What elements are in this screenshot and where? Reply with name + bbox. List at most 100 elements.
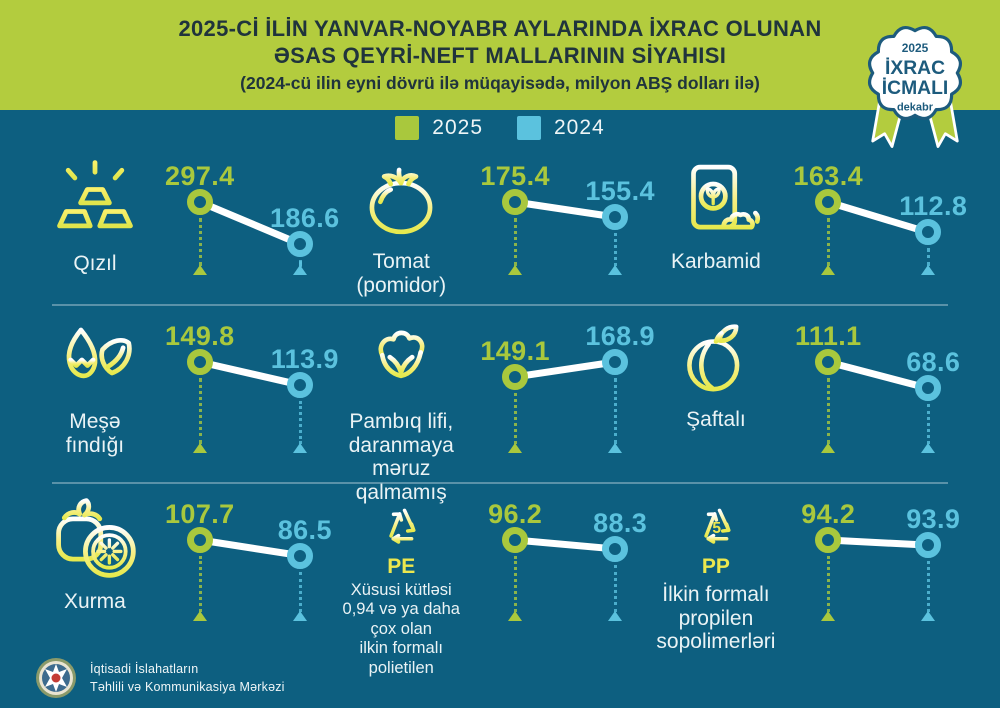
- stem-2025: [827, 556, 831, 612]
- stem-2025: [827, 218, 831, 266]
- stem-2025: [198, 378, 202, 444]
- baseline-marker-2024: [608, 265, 623, 275]
- point-2025: [502, 189, 529, 215]
- point-2025: [186, 527, 213, 553]
- item-label: Karbamid: [670, 250, 761, 273]
- stem-2024: [298, 260, 302, 266]
- svg-text:5: 5: [712, 520, 721, 537]
- value-2025: 175.4: [480, 161, 550, 191]
- stem-2025: [514, 392, 518, 444]
- badge-seal-graphic: 2025 İXRAC İCMALI dekabr: [867, 25, 963, 148]
- baseline-marker-2025: [821, 611, 836, 621]
- stem-2024: [927, 248, 931, 266]
- row-divider: [52, 482, 948, 484]
- badge-title-line2: İCMALI: [882, 76, 948, 99]
- stem-2024: [927, 404, 931, 444]
- stem-2024: [298, 400, 302, 444]
- baseline-marker-2024: [292, 611, 307, 621]
- point-2024: [915, 532, 942, 559]
- baseline-marker-2024: [608, 443, 623, 453]
- item-chart: 96.2 88.3: [477, 484, 647, 650]
- value-2024: 93.9: [906, 504, 961, 535]
- point-2024: [602, 349, 629, 375]
- trend-line: [824, 198, 932, 236]
- item-chart: 111.1 68.6: [790, 306, 972, 482]
- item-peach: Şaftalı 111.1 68.6: [642, 306, 972, 482]
- icon-caption: PP: [701, 555, 730, 578]
- baseline-marker-2024: [921, 443, 936, 453]
- baseline-marker-2024: [292, 443, 307, 453]
- value-2025: 149.1: [480, 335, 550, 366]
- item-chart: 163.4 112.8: [790, 146, 972, 304]
- point-2024: [286, 371, 313, 398]
- items-grid: Qızıl 297.4 186.6 Tomat (pomidor): [0, 146, 1000, 677]
- stem-2025: [827, 378, 831, 444]
- value-2024: 113.9: [270, 343, 339, 374]
- row-divider: [52, 304, 948, 306]
- baseline-marker-2024: [921, 611, 936, 621]
- item-cotton: Pambıq lifi, daranmaya məruz qalmamış 14…: [325, 306, 655, 504]
- item-label: Şaftalı: [686, 408, 746, 431]
- trend-line: [824, 536, 932, 549]
- recycle-pp-icon: 5: [680, 492, 752, 560]
- badge-caption: dekabr: [897, 102, 934, 114]
- trend-line: [196, 198, 304, 248]
- baseline-marker-2025: [821, 443, 836, 453]
- trend-line: [196, 358, 304, 389]
- trend-line: [511, 536, 619, 553]
- value-2025: 111.1: [794, 321, 862, 351]
- item-hazelnut: Meşə fındığı 149.8 113.9: [28, 306, 339, 482]
- item-chart: 149.1 168.9: [477, 306, 655, 482]
- value-2024: 68.6: [906, 347, 961, 378]
- export-review-badge: 2025 İXRAC İCMALI dekabr: [846, 4, 984, 165]
- item-chart: 94.2 93.9: [790, 484, 972, 650]
- item-label: Qızıl: [73, 252, 117, 275]
- stem-2024: [614, 378, 618, 444]
- stem-2025: [514, 218, 518, 266]
- hazelnut-icon: [48, 314, 142, 404]
- item-label: İlkin formalı propilen sopolimerləri: [656, 583, 776, 654]
- stem-2025: [198, 556, 202, 612]
- trend-line: [511, 198, 619, 221]
- stem-2024: [614, 564, 618, 612]
- stem-2024: [614, 233, 618, 266]
- fertilizer-bag-icon: [669, 154, 763, 244]
- baseline-marker-2025: [508, 611, 523, 621]
- organization-name-line2: Təhlili və Kommunikasiya Mərkəzi: [90, 680, 285, 694]
- baseline-marker-2025: [821, 265, 836, 275]
- point-2024: [915, 375, 942, 402]
- value-2025: 163.4: [793, 161, 864, 191]
- legend-label-2024: 2024: [554, 116, 605, 139]
- baseline-marker-2025: [192, 443, 207, 453]
- legend-entry-2024: 2024: [517, 116, 605, 140]
- point-2025: [186, 349, 213, 375]
- trend-line: [196, 536, 304, 560]
- header: 2025-Cİ İLİN YANVAR-NOYABR AYLARINDA İXR…: [0, 0, 1000, 110]
- point-2025: [815, 349, 842, 375]
- item-polyethylene: PE Xüsusi kütləsi 0,94 və ya daha çox ol…: [325, 484, 647, 677]
- badge-year: 2025: [902, 41, 929, 55]
- point-2025: [502, 363, 529, 390]
- stem-2024: [927, 561, 931, 612]
- value-2025: 107.7: [165, 499, 235, 529]
- item-polypropylene: 5 PP İlkin formalı propilen sopolimerlər…: [642, 484, 972, 653]
- item-chart: 149.8 113.9: [162, 306, 338, 482]
- organization-name-line1: İqtisadi İslahatların: [90, 661, 199, 676]
- recycle-pe-icon: [365, 492, 437, 560]
- value-2024: 86.5: [277, 514, 332, 545]
- item-label: Xurma: [63, 590, 126, 613]
- item-gold: Qızıl 297.4 186.6: [28, 146, 339, 304]
- item-chart: 175.4 155.4: [477, 146, 655, 304]
- value-2025: 94.2: [801, 499, 856, 529]
- item-chart: 107.7 86.5: [162, 484, 331, 650]
- peach-icon: [671, 314, 761, 402]
- badge-title-line1: İXRAC: [885, 56, 945, 79]
- organization-name: İqtisadi İslahatların Təhlili və Kommuni…: [90, 660, 285, 696]
- value-2025: 96.2: [488, 499, 543, 529]
- item-label: Meşə fındığı: [65, 410, 125, 457]
- baseline-marker-2025: [192, 265, 207, 275]
- point-2024: [602, 535, 629, 562]
- legend: 2025 2024: [0, 110, 1000, 146]
- item-chart: 297.4 186.6: [162, 146, 339, 304]
- page-title-line1: 2025-Cİ İLİN YANVAR-NOYABR AYLARINDA İXR…: [178, 16, 822, 42]
